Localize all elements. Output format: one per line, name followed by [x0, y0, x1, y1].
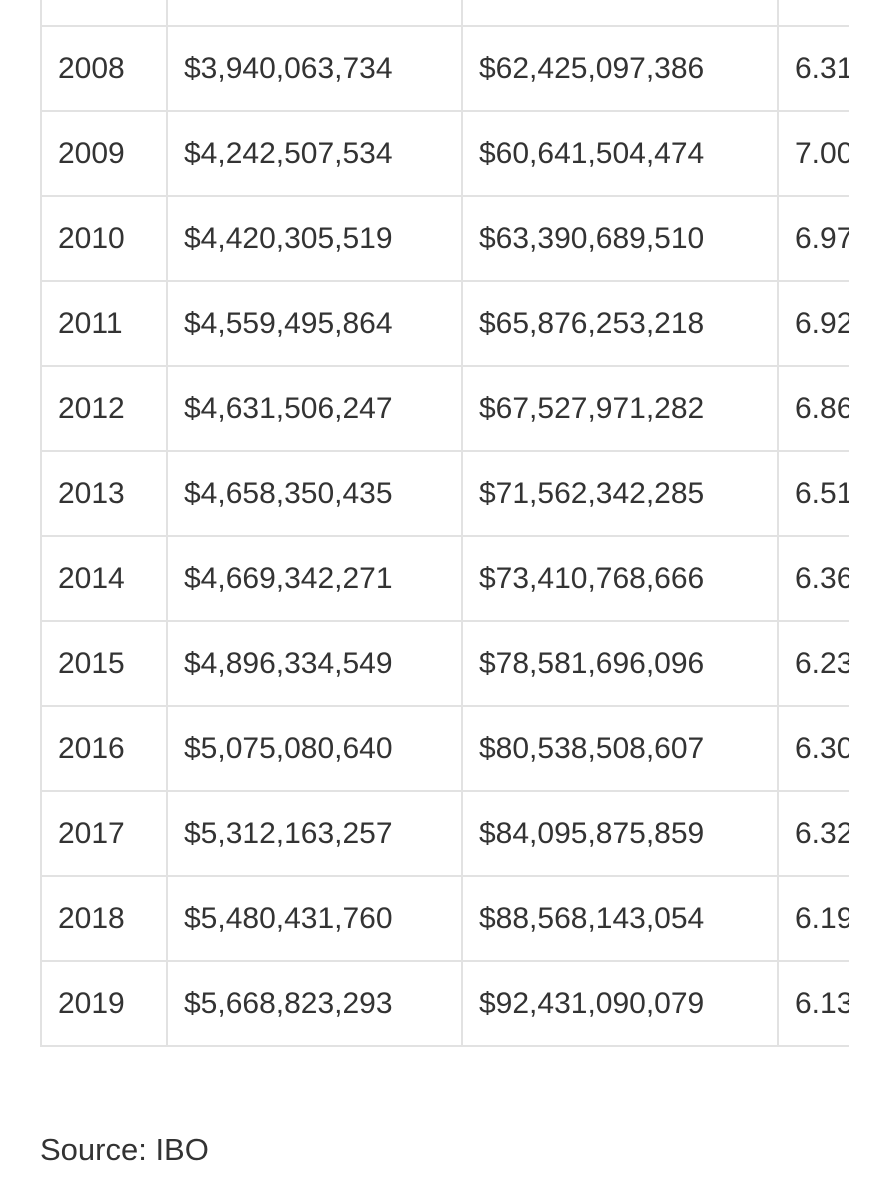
table-row: 2018 $5,480,431,760 $88,568,143,054 6.19	[40, 875, 849, 962]
value-cell-1: $4,420,305,519	[166, 195, 463, 282]
ratio-cell: 6.36	[777, 535, 849, 622]
value-cell-1: $4,658,350,435	[166, 450, 463, 537]
year-cell: 2018	[40, 875, 168, 962]
table-row: 2010 $4,420,305,519 $63,390,689,510 6.97	[40, 195, 849, 282]
ratio-cell: 7.00	[777, 110, 849, 197]
table-row: 2016 $5,075,080,640 $80,538,508,607 6.30	[40, 705, 849, 792]
ratio-cell: 6.19	[777, 875, 849, 962]
year-cell: 2012	[40, 365, 168, 452]
value-cell-1: $5,075,080,640	[166, 705, 463, 792]
year-cell: 2009	[40, 110, 168, 197]
ratio-cell: 6.23	[777, 620, 849, 707]
year-cell: 2015	[40, 620, 168, 707]
value-cell-2: $62,425,097,386	[461, 25, 779, 112]
data-table: 2008 $3,940,063,734 $62,425,097,386 6.31 200…	[40, 0, 849, 1047]
source-note: Source: IBO	[40, 1132, 209, 1167]
value-cell-2: $60,641,504,474	[461, 110, 779, 197]
data-table-container: 2008 $3,940,063,734 $62,425,097,386 6.31 200…	[40, 0, 849, 1047]
value-cell-2	[461, 0, 779, 27]
ratio-cell: 6.32	[777, 790, 849, 877]
value-cell-1: $5,312,163,257	[166, 790, 463, 877]
value-cell-2: $78,581,696,096	[461, 620, 779, 707]
value-cell-2: $92,431,090,079	[461, 960, 779, 1047]
ratio-cell: 6.51	[777, 450, 849, 537]
table-row: 2012 $4,631,506,247 $67,527,971,282 6.86	[40, 365, 849, 452]
year-cell: 2016	[40, 705, 168, 792]
year-cell: 2010	[40, 195, 168, 282]
year-cell	[40, 0, 168, 27]
ratio-cell: 6.92	[777, 280, 849, 367]
ratio-cell: 6.97	[777, 195, 849, 282]
table-row: 2009 $4,242,507,534 $60,641,504,474 7.00	[40, 110, 849, 197]
table-row: 2014 $4,669,342,271 $73,410,768,666 6.36	[40, 535, 849, 622]
value-cell-2: $71,562,342,285	[461, 450, 779, 537]
table-row: 2013 $4,658,350,435 $71,562,342,285 6.51	[40, 450, 849, 537]
value-cell-1: $4,559,495,864	[166, 280, 463, 367]
value-cell-1: $5,480,431,760	[166, 875, 463, 962]
table-row: 2008 $3,940,063,734 $62,425,097,386 6.31	[40, 25, 849, 112]
ratio-cell: 6.30	[777, 705, 849, 792]
value-cell-1: $5,668,823,293	[166, 960, 463, 1047]
year-cell: 2017	[40, 790, 168, 877]
value-cell-2: $65,876,253,218	[461, 280, 779, 367]
ratio-cell	[777, 0, 849, 27]
value-cell-1: $4,896,334,549	[166, 620, 463, 707]
value-cell-1: $3,940,063,734	[166, 25, 463, 112]
value-cell-2: $73,410,768,666	[461, 535, 779, 622]
year-cell: 2011	[40, 280, 168, 367]
value-cell-2: $80,538,508,607	[461, 705, 779, 792]
value-cell-2: $67,527,971,282	[461, 365, 779, 452]
value-cell-2: $88,568,143,054	[461, 875, 779, 962]
table-row: 2015 $4,896,334,549 $78,581,696,096 6.23	[40, 620, 849, 707]
ratio-cell: 6.13	[777, 960, 849, 1047]
table-row: 2011 $4,559,495,864 $65,876,253,218 6.92	[40, 280, 849, 367]
year-cell: 2014	[40, 535, 168, 622]
year-cell: 2013	[40, 450, 168, 537]
value-cell-2: $63,390,689,510	[461, 195, 779, 282]
ratio-cell: 6.86	[777, 365, 849, 452]
table-row: 2017 $5,312,163,257 $84,095,875,859 6.32	[40, 790, 849, 877]
year-cell: 2019	[40, 960, 168, 1047]
table-row	[40, 0, 849, 27]
value-cell-1: $4,669,342,271	[166, 535, 463, 622]
value-cell-2: $84,095,875,859	[461, 790, 779, 877]
value-cell-1: $4,242,507,534	[166, 110, 463, 197]
table-row: 2019 $5,668,823,293 $92,431,090,079 6.13	[40, 960, 849, 1047]
ratio-cell: 6.31	[777, 25, 849, 112]
value-cell-1: $4,631,506,247	[166, 365, 463, 452]
value-cell-1	[166, 0, 463, 27]
year-cell: 2008	[40, 25, 168, 112]
